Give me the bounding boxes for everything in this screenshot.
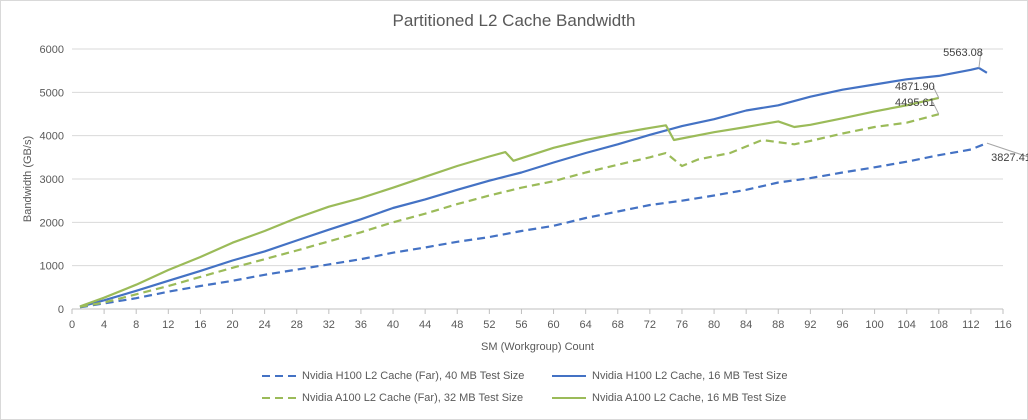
x-axis-label: SM (Workgroup) Count bbox=[481, 341, 594, 353]
legend-label: Nvidia H100 L2 Cache, 16 MB Test Size bbox=[592, 370, 788, 382]
annotation-leader bbox=[986, 142, 1028, 158]
legend-label: Nvidia H100 L2 Cache (Far), 40 MB Test S… bbox=[302, 370, 525, 382]
x-tick-label: 100 bbox=[865, 319, 883, 331]
x-tick-label: 68 bbox=[612, 319, 624, 331]
series-line-3 bbox=[79, 96, 940, 308]
data-label: 3827.41 bbox=[991, 152, 1028, 164]
data-label: 5563.08 bbox=[943, 47, 983, 59]
x-tick-label: 0 bbox=[69, 319, 75, 331]
annotation-leader bbox=[932, 101, 940, 115]
y-tick-label: 0 bbox=[58, 304, 64, 316]
legend-item-1: Nvidia H100 L2 Cache, 16 MB Test Size bbox=[552, 370, 787, 382]
x-tick-label: 80 bbox=[708, 319, 720, 331]
x-tick-label: 28 bbox=[291, 319, 303, 331]
y-tick-label: 3000 bbox=[40, 174, 64, 186]
x-tick-label: 36 bbox=[355, 319, 367, 331]
legend-swatch bbox=[552, 375, 586, 377]
series-layer bbox=[79, 66, 988, 309]
y-tick-label: 4000 bbox=[40, 131, 64, 143]
legend-label: Nvidia A100 L2 Cache (Far), 32 MB Test S… bbox=[302, 392, 524, 404]
annotation-leader bbox=[978, 51, 982, 68]
x-tick-label: 72 bbox=[644, 319, 656, 331]
legend-swatch bbox=[262, 397, 296, 399]
data-label: 4495.61 bbox=[895, 97, 935, 109]
grid bbox=[72, 48, 1003, 267]
x-tick-label: 60 bbox=[547, 319, 559, 331]
x-tick-label: 16 bbox=[194, 319, 206, 331]
x-tick-label: 76 bbox=[676, 319, 688, 331]
x-tick-label: 104 bbox=[898, 319, 916, 331]
annotation-leader bbox=[932, 85, 940, 99]
x-tick-label: 64 bbox=[580, 319, 592, 331]
annotations: 5563.08 4871.90 4495.61 3827.41 bbox=[895, 47, 1028, 164]
y-tick-label: 5000 bbox=[40, 87, 64, 99]
x-tick-label: 44 bbox=[419, 319, 431, 331]
legend-swatch bbox=[262, 375, 296, 377]
x-tick-label: 32 bbox=[323, 319, 335, 331]
x-tick-label: 12 bbox=[162, 319, 174, 331]
legend-item-3: Nvidia A100 L2 Cache, 16 MB Test Size bbox=[552, 392, 786, 404]
x-tick-label: 92 bbox=[804, 319, 816, 331]
x-tick-label: 108 bbox=[930, 319, 948, 331]
legend-item-0: Nvidia H100 L2 Cache (Far), 40 MB Test S… bbox=[262, 370, 524, 382]
y-tick-label: 1000 bbox=[40, 261, 64, 273]
legend-swatch bbox=[552, 397, 586, 399]
x-tick-label: 88 bbox=[772, 319, 784, 331]
data-label: 4871.90 bbox=[895, 81, 935, 93]
x-tick-label: 116 bbox=[994, 319, 1012, 331]
y-tick-label: 2000 bbox=[40, 217, 64, 229]
x-tick-label: 8 bbox=[133, 319, 139, 331]
x-tick-label: 24 bbox=[258, 319, 270, 331]
x-tick-label: 112 bbox=[962, 319, 980, 331]
x-tick-label: 20 bbox=[226, 319, 238, 331]
x-tick-label: 48 bbox=[451, 319, 463, 331]
series-line-0 bbox=[79, 142, 988, 309]
legend-item-2: Nvidia A100 L2 Cache (Far), 32 MB Test S… bbox=[262, 392, 523, 404]
series-line-1 bbox=[79, 66, 988, 308]
series-line-2 bbox=[79, 113, 940, 308]
x-tick-label: 40 bbox=[387, 319, 399, 331]
x-tick-label: 96 bbox=[836, 319, 848, 331]
x-tick-label: 84 bbox=[740, 319, 752, 331]
legend-label: Nvidia A100 L2 Cache, 16 MB Test Size bbox=[592, 392, 787, 404]
y-tick-label: 6000 bbox=[40, 44, 64, 56]
y-axis-label: Bandwidth (GB/s) bbox=[22, 136, 34, 222]
x-tick-label: 56 bbox=[515, 319, 527, 331]
chart-title: Partitioned L2 Cache Bandwidth bbox=[392, 11, 636, 30]
x-tick-label: 4 bbox=[101, 319, 107, 331]
x-tick-label: 52 bbox=[483, 319, 495, 331]
